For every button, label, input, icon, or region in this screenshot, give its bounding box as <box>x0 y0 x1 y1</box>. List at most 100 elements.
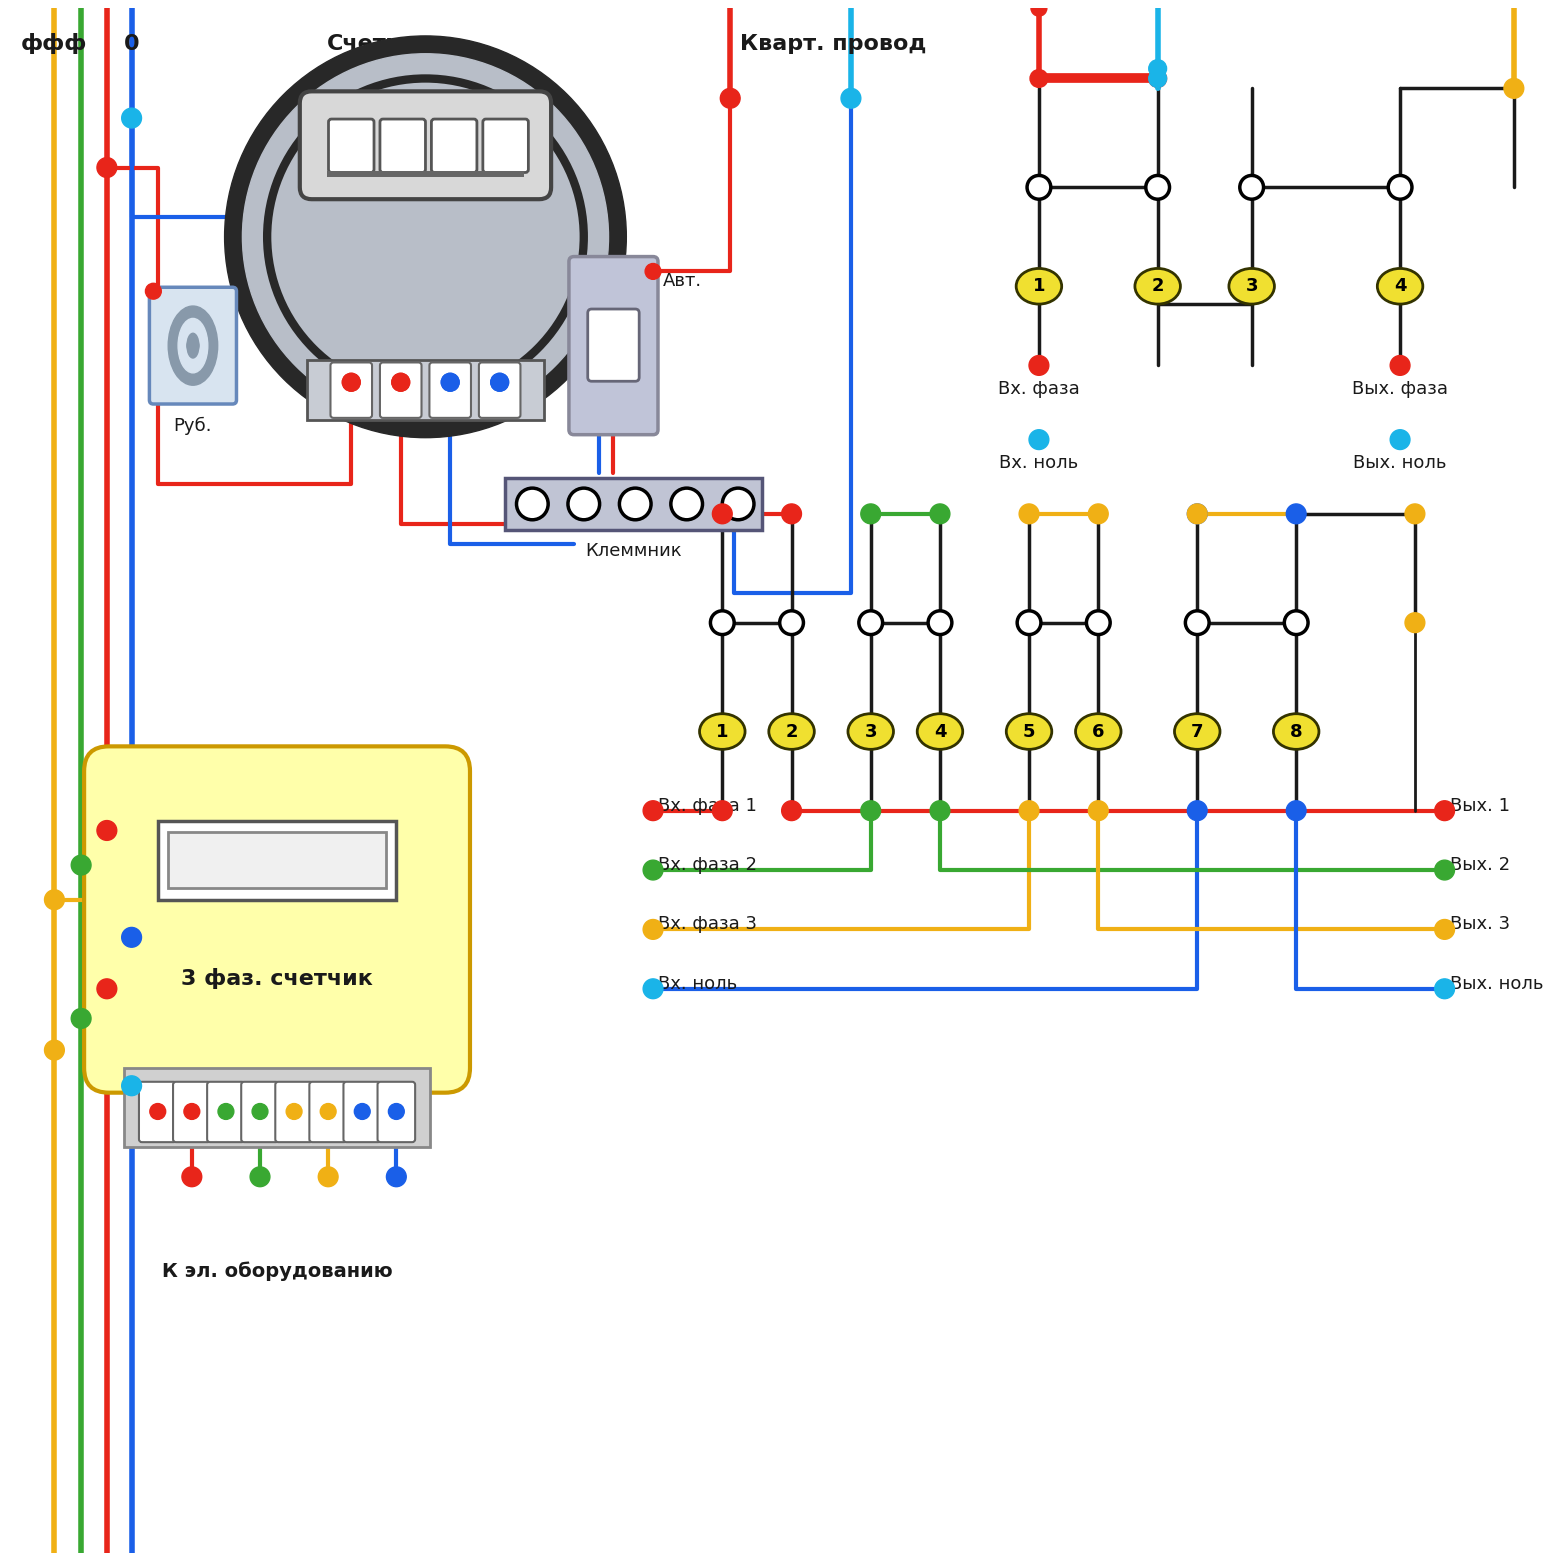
Ellipse shape <box>699 713 746 749</box>
FancyBboxPatch shape <box>139 1082 176 1143</box>
Circle shape <box>1019 801 1039 821</box>
Circle shape <box>619 489 651 520</box>
Circle shape <box>721 89 739 108</box>
Circle shape <box>491 373 509 392</box>
Circle shape <box>780 610 803 635</box>
Circle shape <box>225 36 626 437</box>
Circle shape <box>187 340 198 351</box>
Text: Вх. фаза 3: Вх. фаза 3 <box>658 915 757 933</box>
Circle shape <box>253 1104 268 1119</box>
Circle shape <box>1089 801 1108 821</box>
FancyBboxPatch shape <box>378 1082 415 1143</box>
Text: 3 фаз. счетчик: 3 фаз. счетчик <box>181 968 373 990</box>
Circle shape <box>1406 504 1424 524</box>
Circle shape <box>1435 979 1454 999</box>
Circle shape <box>930 504 950 524</box>
Circle shape <box>1017 610 1041 635</box>
Circle shape <box>320 1104 335 1119</box>
Circle shape <box>97 158 117 178</box>
Ellipse shape <box>917 713 963 749</box>
Text: Клеммник: Клеммник <box>585 542 682 559</box>
Circle shape <box>782 801 802 821</box>
FancyBboxPatch shape <box>275 1082 314 1143</box>
Text: Вых. фаза: Вых. фаза <box>1353 381 1448 398</box>
Circle shape <box>568 489 599 520</box>
Circle shape <box>643 860 663 880</box>
Circle shape <box>860 610 883 635</box>
Circle shape <box>97 821 117 840</box>
Text: 3: 3 <box>1245 278 1257 295</box>
Text: Руб.: Руб. <box>173 417 212 436</box>
Text: К эл. оборудованию: К эл. оборудованию <box>162 1261 393 1280</box>
Circle shape <box>643 801 663 821</box>
Circle shape <box>387 1168 406 1186</box>
Ellipse shape <box>1136 268 1181 304</box>
Text: 7: 7 <box>1190 723 1203 740</box>
Circle shape <box>643 919 663 940</box>
FancyBboxPatch shape <box>300 92 551 200</box>
Text: Вых. 1: Вых. 1 <box>1449 796 1510 815</box>
Circle shape <box>1148 70 1167 87</box>
Ellipse shape <box>187 332 198 357</box>
Ellipse shape <box>1006 713 1051 749</box>
Circle shape <box>1030 356 1048 375</box>
Circle shape <box>122 1076 142 1096</box>
Circle shape <box>1435 919 1454 940</box>
Circle shape <box>1030 429 1048 450</box>
Circle shape <box>250 1168 270 1186</box>
Circle shape <box>928 610 952 635</box>
Circle shape <box>45 890 64 910</box>
Circle shape <box>646 264 661 279</box>
Text: 6: 6 <box>1092 723 1104 740</box>
Circle shape <box>1148 70 1167 87</box>
Ellipse shape <box>168 306 218 386</box>
Text: Вых. 2: Вых. 2 <box>1449 855 1510 874</box>
Text: Вх. фаза: Вх. фаза <box>998 381 1080 398</box>
Text: 2: 2 <box>1151 278 1164 295</box>
Text: 0: 0 <box>123 34 139 53</box>
FancyBboxPatch shape <box>381 362 421 418</box>
FancyBboxPatch shape <box>569 256 658 434</box>
Text: 1: 1 <box>1033 278 1045 295</box>
Circle shape <box>1406 613 1424 632</box>
Circle shape <box>1187 504 1207 524</box>
Circle shape <box>1031 0 1047 16</box>
FancyBboxPatch shape <box>309 1082 346 1143</box>
FancyBboxPatch shape <box>242 1082 279 1143</box>
Text: 3: 3 <box>864 723 877 740</box>
Ellipse shape <box>1273 713 1318 749</box>
Circle shape <box>713 801 732 821</box>
FancyBboxPatch shape <box>123 1068 431 1147</box>
Circle shape <box>671 489 702 520</box>
Ellipse shape <box>1016 268 1062 304</box>
Circle shape <box>643 979 663 999</box>
Circle shape <box>441 373 459 392</box>
Circle shape <box>183 1168 201 1186</box>
Circle shape <box>713 504 732 524</box>
FancyBboxPatch shape <box>588 309 640 381</box>
Circle shape <box>72 855 90 876</box>
Circle shape <box>218 1104 234 1119</box>
Circle shape <box>441 373 459 392</box>
FancyBboxPatch shape <box>479 362 521 418</box>
Circle shape <box>285 1104 303 1119</box>
Circle shape <box>1435 801 1454 821</box>
Text: Вых. 3: Вых. 3 <box>1449 915 1510 933</box>
Text: ффф: ффф <box>22 33 87 55</box>
Circle shape <box>516 489 548 520</box>
Circle shape <box>1240 175 1264 200</box>
Circle shape <box>45 1040 64 1060</box>
Circle shape <box>930 801 950 821</box>
FancyBboxPatch shape <box>326 172 524 178</box>
Text: Счетчик: Счетчик <box>326 34 432 53</box>
Circle shape <box>392 373 410 392</box>
Circle shape <box>1145 175 1170 200</box>
Ellipse shape <box>1075 713 1122 749</box>
Text: Вых. ноль: Вых. ноль <box>1354 454 1446 473</box>
Ellipse shape <box>849 713 894 749</box>
FancyBboxPatch shape <box>168 832 385 888</box>
Text: Вх. ноль: Вх. ноль <box>1000 454 1078 473</box>
Circle shape <box>1187 504 1207 524</box>
Text: 4: 4 <box>934 723 947 740</box>
FancyBboxPatch shape <box>432 119 477 172</box>
